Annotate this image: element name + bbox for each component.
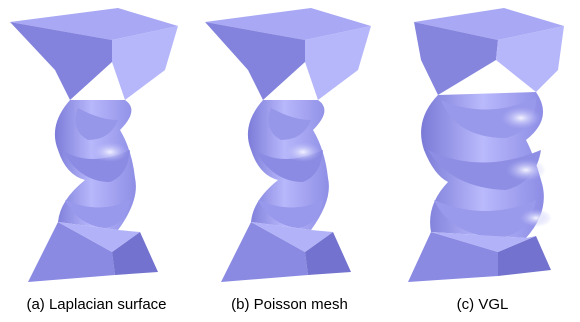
panel-poisson-mesh: (b) Poisson mesh	[193, 0, 386, 322]
caption: (b) Poisson mesh	[231, 296, 348, 313]
panel-vgl: (c) VGL	[386, 0, 579, 322]
caption: (c) VGL	[456, 296, 509, 313]
caption: (a) Laplacian surface	[26, 296, 167, 313]
twisted-bar-render	[205, 8, 371, 282]
twisted-bar-render	[408, 8, 564, 282]
panel-laplacian-surface: (a) Laplacian surface	[0, 0, 193, 322]
twisted-bar-render	[10, 8, 178, 282]
